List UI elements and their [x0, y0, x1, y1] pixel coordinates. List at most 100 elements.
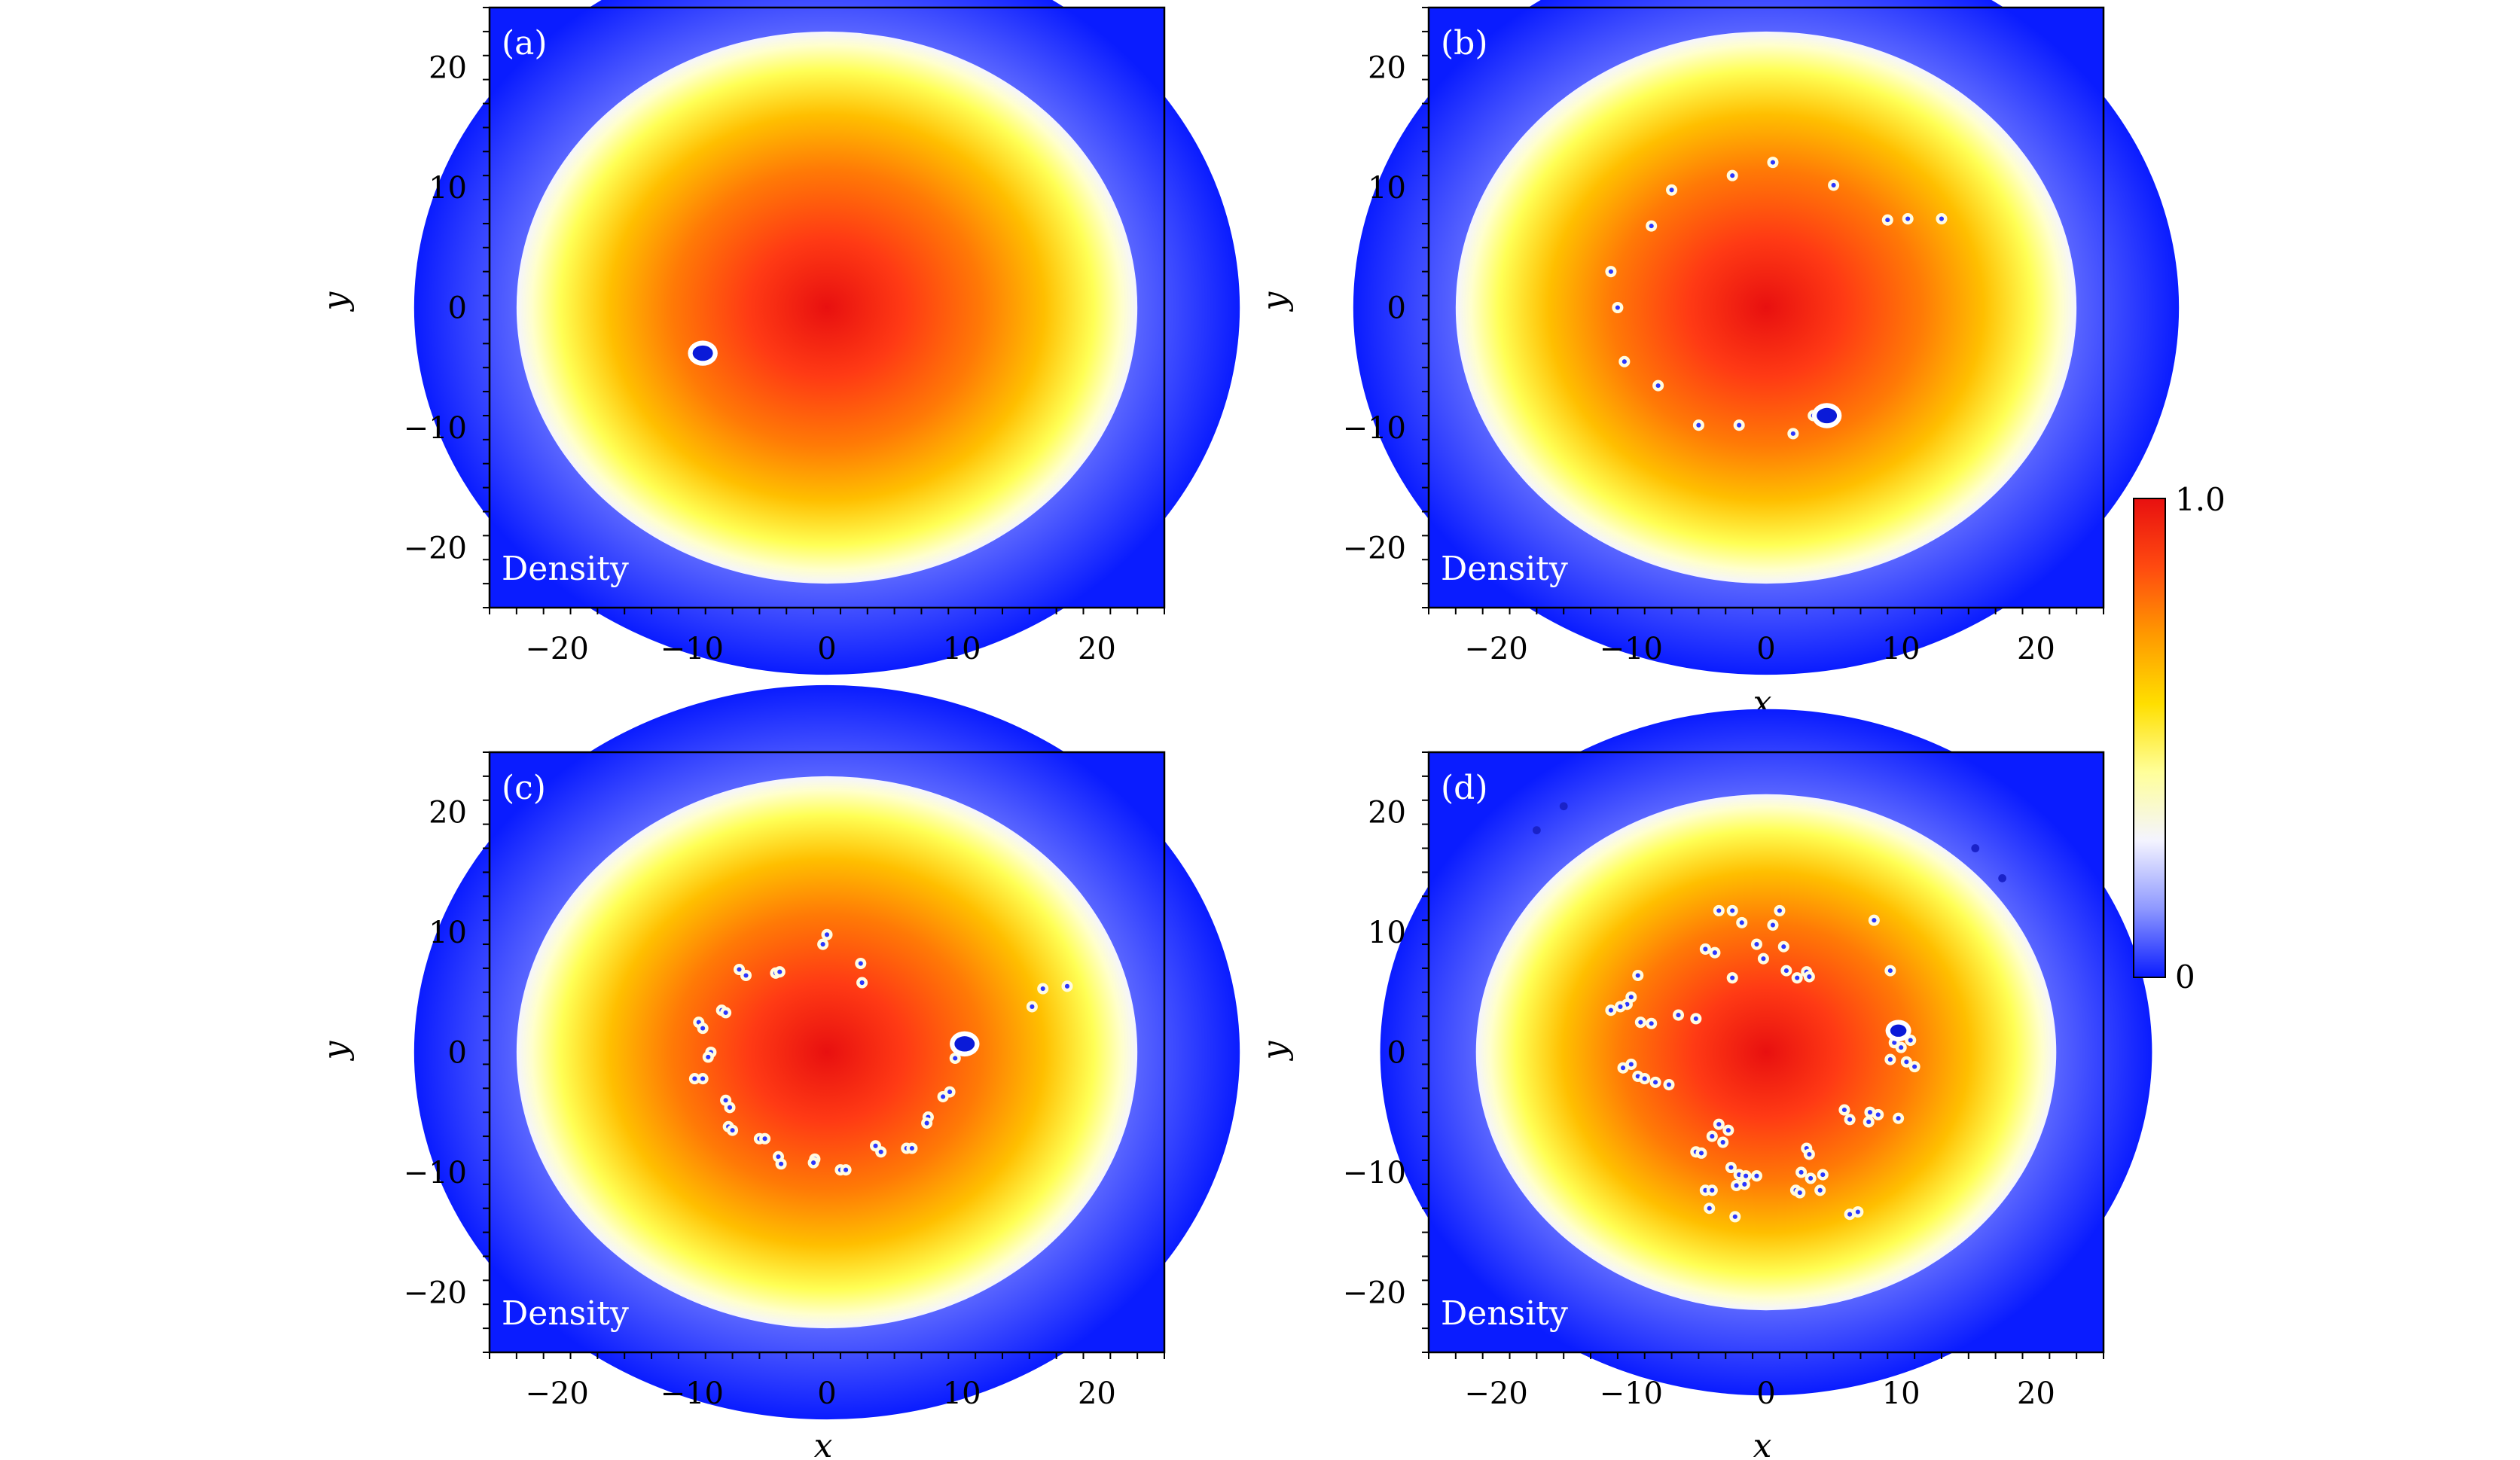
vortex-core: [1808, 1175, 1814, 1181]
y-axis-label: y: [316, 291, 355, 312]
x-tick-label: −10: [1600, 1376, 1663, 1411]
vortex-core: [1628, 995, 1634, 1000]
panel-tag: (a): [502, 24, 548, 62]
vortex-core: [1875, 1112, 1881, 1117]
panel-tag: (d): [1441, 769, 1488, 807]
y-tick-label: −20: [1343, 1276, 1406, 1310]
vortex-core: [1030, 1004, 1035, 1009]
vortex-core: [1742, 1181, 1747, 1187]
plot-frame: [1427, 751, 2105, 1354]
vortex-core: [1635, 1074, 1640, 1079]
plot-area: [1353, 0, 2180, 675]
y-tick-label: −10: [1343, 411, 1406, 446]
panel-tag: (c): [502, 769, 546, 807]
vortex-core: [700, 1026, 706, 1031]
vortex-core: [1720, 1140, 1725, 1145]
vortex-core: [1696, 422, 1701, 428]
x-tick-label: 20: [2017, 1376, 2055, 1411]
density-cloud: [1455, 31, 2077, 584]
vortex-core: [1847, 1117, 1853, 1122]
outer-vortex: [1971, 844, 1980, 852]
vortex-core: [727, 1105, 733, 1110]
density-cloud: [516, 776, 1138, 1329]
vortex-core: [1841, 1107, 1847, 1113]
vortex-core: [1908, 1038, 1913, 1043]
vortex-core: [1761, 956, 1766, 962]
y-tick-label: −20: [404, 1276, 467, 1310]
x-tick-label: 20: [1078, 1376, 1116, 1411]
x-axis-label: x: [1753, 1427, 1772, 1460]
vortex-core: [1885, 218, 1890, 223]
x-tick-label: 10: [943, 632, 981, 666]
y-axis-label: y: [316, 1040, 355, 1061]
y-tick-label: 10: [429, 171, 467, 206]
vortex-core: [1728, 1165, 1734, 1170]
x-tick-label: −20: [1464, 632, 1527, 666]
vortex-core: [1754, 1173, 1759, 1178]
vortex-core: [1621, 1065, 1626, 1071]
vortex-core: [1899, 1045, 1904, 1050]
vortex-core: [1847, 1212, 1853, 1217]
vortex-core: [1666, 1082, 1672, 1087]
y-tick-label: 20: [1368, 51, 1406, 86]
vortex-core: [1737, 422, 1742, 428]
vortex-core: [924, 1120, 929, 1126]
y-tick-label: 10: [1368, 171, 1406, 206]
vortex-core: [1855, 1209, 1860, 1215]
vortex-core: [878, 1149, 883, 1154]
vortex-core: [1703, 946, 1708, 952]
x-tick-label: −20: [525, 1376, 588, 1411]
vortex-core: [1904, 1059, 1909, 1065]
vortex-core: [777, 969, 783, 974]
y-tick-label: 10: [429, 916, 467, 950]
y-axis-label: y: [1255, 1040, 1294, 1061]
x-tick-label: 0: [817, 1376, 836, 1411]
panel-d: (d) Density x y −20 −10 0 10 20 −20 −10 0 10 20: [1255, 709, 2152, 1460]
vortex-core: [1693, 1016, 1698, 1021]
vortex-core: [1867, 1110, 1873, 1115]
vortex-core: [858, 961, 863, 966]
vortex-core: [1817, 1187, 1823, 1193]
field-label: Density: [1441, 550, 1568, 588]
y-tick-label: 20: [429, 51, 467, 86]
x-tick-label: 20: [2017, 632, 2055, 666]
vortex-core: [1608, 269, 1613, 274]
y-tick-label: 0: [1387, 291, 1406, 326]
field-label: Density: [502, 550, 629, 588]
outer-vortex: [1559, 802, 1568, 811]
large-vortex-core: [1890, 1024, 1907, 1037]
vortex-core: [1628, 1062, 1634, 1067]
vortex-core: [1887, 968, 1893, 974]
large-vortex-core: [692, 345, 713, 361]
vortex-core: [1618, 1004, 1623, 1009]
y-tick-label: 20: [1368, 796, 1406, 831]
plot-frame: [488, 751, 1166, 1354]
vortex-core: [1831, 182, 1836, 187]
y-tick-label: −10: [1343, 1156, 1406, 1190]
vortex-core: [873, 1143, 878, 1148]
y-tick-label: −20: [1343, 531, 1406, 565]
field-label: Density: [502, 1294, 629, 1333]
vortex-core: [1716, 1122, 1722, 1127]
vortex-core: [1896, 1116, 1901, 1121]
vortex-core: [1798, 1169, 1804, 1175]
x-tick-label: 10: [1882, 1376, 1921, 1411]
vortex-core: [1635, 973, 1640, 978]
x-tick-label: −10: [1600, 632, 1663, 666]
y-tick-label: −10: [404, 1156, 467, 1190]
vortex-core: [776, 1154, 781, 1160]
plot-area: [1380, 709, 2152, 1396]
vortex-core: [1887, 1057, 1893, 1062]
large-vortex-core: [954, 1036, 975, 1052]
x-tick-label: −20: [525, 632, 588, 666]
vortex-core: [723, 1010, 728, 1015]
vortex-core: [1744, 1173, 1749, 1178]
colorbar-gradient: [2133, 498, 2166, 978]
density-cloud: [516, 31, 1138, 584]
y-tick-label: 0: [1387, 1036, 1406, 1071]
x-tick-label: −10: [661, 632, 724, 666]
vortex-core: [1712, 950, 1717, 956]
vortex-core: [1608, 1007, 1613, 1013]
